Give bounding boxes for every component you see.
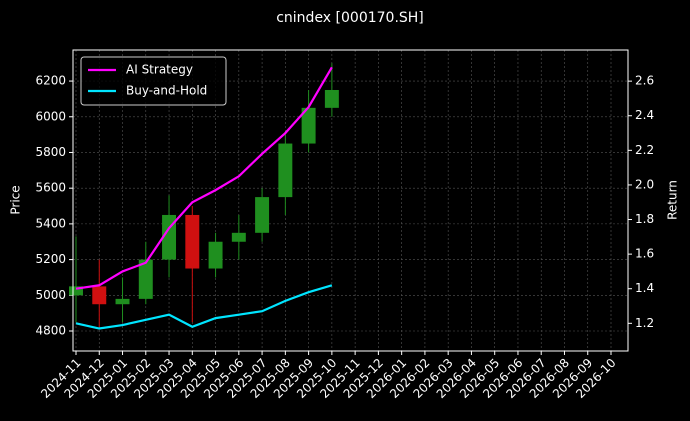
legend-label: AI Strategy xyxy=(126,63,193,77)
candle-body xyxy=(185,214,200,269)
y2-tick-label: 2.0 xyxy=(635,177,654,191)
y-tick-label: 5000 xyxy=(35,288,66,302)
y-tick-label: 4800 xyxy=(35,324,66,338)
legend-box xyxy=(80,56,227,106)
y-tick-label: 6000 xyxy=(35,109,66,123)
y2-tick-label: 1.4 xyxy=(635,281,654,295)
y2-tick-label: 2.6 xyxy=(635,74,654,88)
y2-tick-label: 2.2 xyxy=(635,143,654,157)
candle-body xyxy=(208,241,223,269)
y2-tick-label: 1.2 xyxy=(635,316,654,330)
y-tick-label: 6200 xyxy=(35,74,66,88)
y-tick-label: 5200 xyxy=(35,252,66,266)
candle-body xyxy=(69,286,83,296)
line-series xyxy=(75,66,333,290)
candle-body xyxy=(231,232,246,242)
candle-body xyxy=(115,298,130,305)
y-tick-label: 5600 xyxy=(35,181,66,195)
line-series xyxy=(75,284,333,330)
y2-axis-label: Return xyxy=(666,180,680,220)
y2-tick-label: 1.6 xyxy=(635,247,654,261)
y2-tick-label: 1.8 xyxy=(635,212,654,226)
chart-title: cnindex [000170.SH] xyxy=(276,10,424,26)
candle-body xyxy=(92,286,107,305)
candle-body xyxy=(278,143,293,198)
candle-body xyxy=(255,197,270,233)
y-tick-label: 5400 xyxy=(35,216,66,230)
y2-tick-label: 2.4 xyxy=(635,108,654,122)
candle-body xyxy=(301,107,316,144)
legend-label: Buy-and-Hold xyxy=(126,84,207,98)
plot-frame xyxy=(72,49,629,352)
candle-body xyxy=(324,89,339,108)
candle-body xyxy=(138,259,153,299)
y-tick-label: 5800 xyxy=(35,145,66,159)
y-axis-label: Price xyxy=(9,185,23,214)
candle-body xyxy=(162,214,177,260)
